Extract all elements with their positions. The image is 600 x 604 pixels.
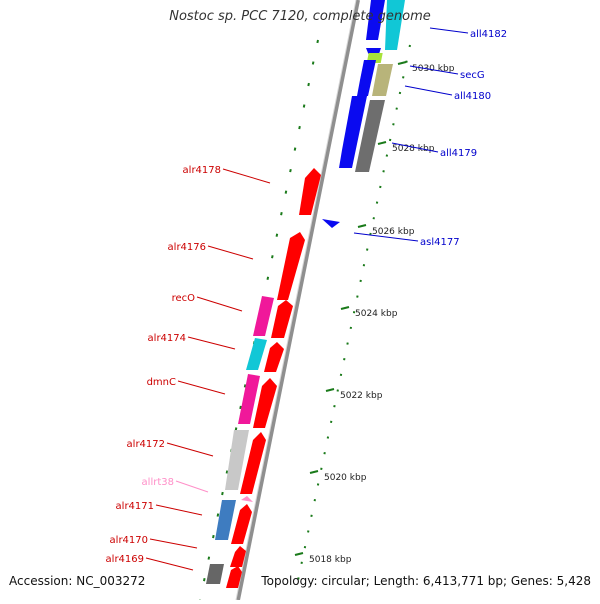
- gene-label-alr4176[interactable]: alr4176: [168, 242, 206, 253]
- scale-label: 5030 kbp: [412, 64, 455, 74]
- gene-alr4178[interactable]: [299, 168, 321, 215]
- forward-gene-labels: alr4178 alr4176 recO alr4174 dmnC alr4172 allr…: [106, 165, 221, 565]
- gene-label-alr4178[interactable]: alr4178: [183, 165, 221, 176]
- gene-label-alr4171[interactable]: alr4171: [116, 501, 154, 512]
- reverse-gene-labels: all4182 secG all4180 all4179 asl4177: [420, 29, 507, 248]
- leader-line: [404, 85, 453, 96]
- gene-alr4172[interactable]: [225, 430, 249, 490]
- gene-label-secG[interactable]: secG: [460, 70, 485, 81]
- gene-asl4177[interactable]: [322, 219, 340, 228]
- gene-all4180-blue[interactable]: [357, 60, 376, 96]
- scale-label: 5020 kbp: [324, 473, 367, 483]
- leader-line: [187, 336, 236, 350]
- gene-alr4172-red[interactable]: [240, 432, 266, 494]
- gene-all4182-cyan[interactable]: [385, 0, 405, 50]
- backbone-line: [236, 0, 360, 601]
- leader-line: [353, 232, 419, 242]
- leader-line: [166, 442, 214, 457]
- scale-label: 5026 kbp: [372, 227, 415, 237]
- gene-label-alr4170[interactable]: alr4170: [110, 535, 148, 546]
- scale-tick: [309, 470, 319, 474]
- leader-line: [391, 142, 439, 153]
- gene-dmnC[interactable]: [238, 374, 260, 424]
- gene-dmnC-red[interactable]: [253, 378, 277, 428]
- scale-tick: [397, 61, 407, 65]
- gene-alr4171[interactable]: [215, 500, 236, 540]
- gene-alr4176[interactable]: [277, 232, 305, 300]
- scale-label: 5028 kbp: [392, 144, 435, 154]
- gene-alr4170[interactable]: [230, 546, 246, 567]
- leader-line: [196, 296, 243, 312]
- leader-line: [409, 65, 459, 75]
- leader-line: [175, 480, 209, 493]
- leader-line: [149, 538, 198, 549]
- gene-label-alr4172[interactable]: alr4172: [127, 439, 165, 450]
- gene-label-all4180[interactable]: all4180: [454, 91, 491, 102]
- gene-recO[interactable]: [253, 296, 274, 336]
- gene-label-dmnC[interactable]: dmnC: [147, 377, 176, 388]
- scale-label: 5024 kbp: [355, 309, 398, 319]
- gene-allrt38[interactable]: [241, 496, 253, 502]
- topology-summary-text: Topology: circular; Length: 6,413,771 bp…: [261, 574, 591, 588]
- leader-line: [222, 168, 271, 184]
- scale-tick: [357, 224, 367, 228]
- gene-alr4174[interactable]: [246, 338, 267, 370]
- gene-all4180[interactable]: [372, 64, 393, 96]
- scale-labels: 5018 kbp 5020 kbp 5022 kbp 5024 kbp 5026 kbp…: [309, 64, 455, 565]
- label-leader-lines: [145, 27, 469, 571]
- scale-tick: [294, 552, 304, 556]
- gene-alr4175[interactable]: [271, 300, 293, 338]
- scale-label: 5018 kbp: [309, 555, 352, 565]
- gene-all4179-blue[interactable]: [339, 96, 367, 168]
- gene-label-asl4177[interactable]: asl4177: [420, 237, 460, 248]
- accession-text: Accession: NC_003272: [9, 574, 146, 588]
- backbone-line-highlight: [235, 0, 357, 601]
- gene-label-allrt38[interactable]: allrt38: [142, 477, 174, 488]
- leader-line: [155, 504, 203, 516]
- gene-alr4174-red[interactable]: [264, 342, 284, 372]
- gene-all4179[interactable]: [355, 100, 385, 172]
- scale-tick: [340, 306, 350, 310]
- scale-tick: [325, 388, 335, 392]
- gene-all4182-blue[interactable]: [366, 0, 385, 40]
- gene-alr4171-red[interactable]: [231, 504, 252, 544]
- scale-ticks: [294, 61, 407, 556]
- leader-line: [429, 27, 469, 34]
- gene-label-alr4169[interactable]: alr4169: [106, 554, 144, 565]
- gene-alr4169[interactable]: [206, 564, 224, 584]
- leader-line: [145, 557, 194, 571]
- gene-label-all4179[interactable]: all4179: [440, 148, 477, 159]
- gene-label-all4182[interactable]: all4182: [470, 29, 507, 40]
- genome-title: Nostoc sp. PCC 7120, complete genome: [169, 9, 431, 24]
- scale-label: 5022 kbp: [340, 391, 383, 401]
- scale-tick: [377, 141, 387, 145]
- gene-alr4169-red[interactable]: [226, 566, 242, 588]
- leader-line: [207, 245, 254, 260]
- gene-label-alr4174[interactable]: alr4174: [148, 333, 186, 344]
- leader-line: [177, 380, 226, 395]
- gene-label-recO[interactable]: recO: [172, 293, 196, 304]
